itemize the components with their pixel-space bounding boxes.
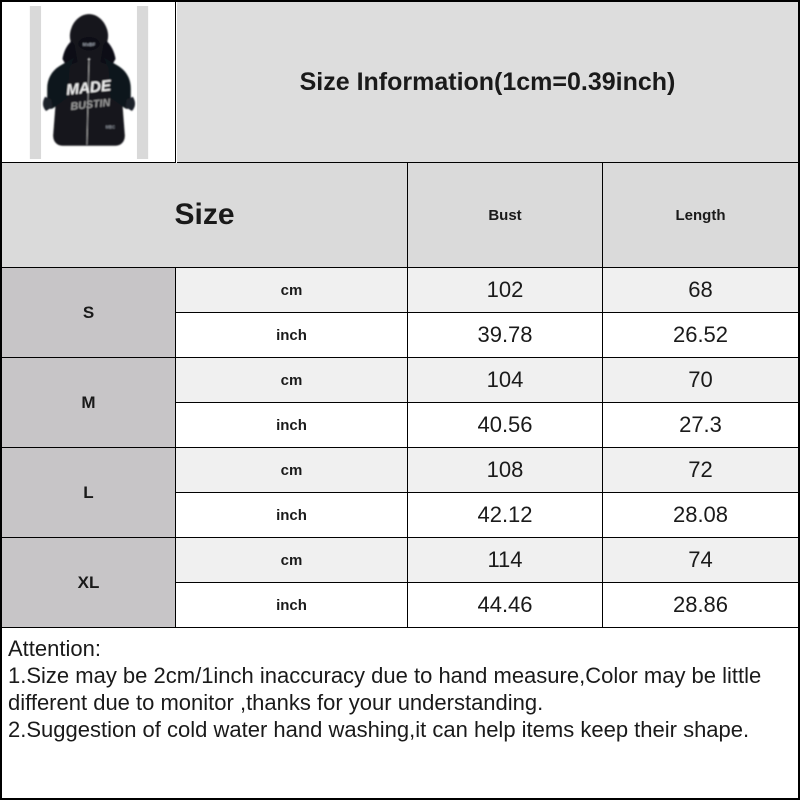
svg-text:MBC: MBC <box>105 124 114 129</box>
svg-text:MxBF: MxBF <box>82 41 95 46</box>
